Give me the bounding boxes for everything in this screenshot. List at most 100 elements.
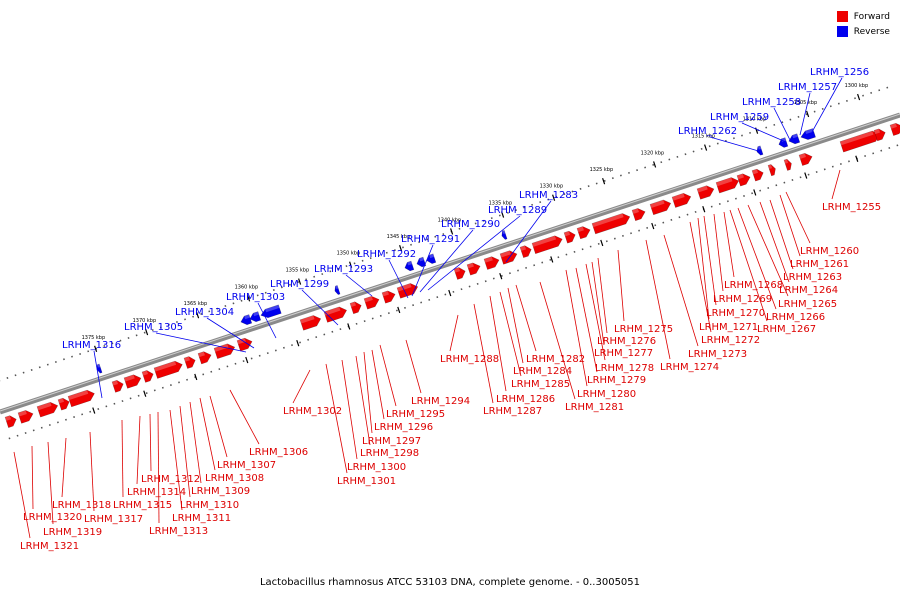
forward-gene-arrow <box>123 374 142 389</box>
reverse-gene-arrow <box>240 314 253 325</box>
tick-mark <box>448 289 452 297</box>
gene-label: LRHM_1316 <box>62 340 121 351</box>
gene-label: LRHM_1270 <box>706 308 765 319</box>
reverse-gene-arrow <box>249 311 262 322</box>
gene-label: LRHM_1268 <box>724 280 783 291</box>
legend-forward: Forward <box>836 9 890 24</box>
tick-label: 1375 kbp <box>82 335 106 341</box>
tick-label: 1320 kbp <box>641 150 665 156</box>
tick-label: 1330 kbp <box>540 184 564 190</box>
leader-line <box>597 257 608 334</box>
forward-gene-arrow <box>873 128 886 142</box>
leader-line <box>355 355 371 446</box>
gene-label: LRHM_1306 <box>249 447 308 458</box>
forward-gene-arrow <box>499 250 518 265</box>
tick-mark <box>857 93 861 101</box>
forward-gene-arrow <box>381 290 396 304</box>
leader-line <box>507 287 524 364</box>
forward-gene-arrow <box>715 177 740 194</box>
leader-line <box>799 92 811 136</box>
forward-gene-arrow <box>183 356 196 369</box>
gene-label: LRHM_1287 <box>483 406 542 417</box>
gene-label: LRHM_1266 <box>766 312 825 323</box>
forward-gene-arrow <box>671 193 692 208</box>
tick-mark <box>298 278 302 285</box>
leader-line <box>345 274 373 297</box>
forward-gene-arrow <box>783 158 792 171</box>
tick-mark <box>450 228 454 235</box>
gene-label: LRHM_1269 <box>713 294 772 305</box>
gene-label: LRHM_1256 <box>810 67 869 78</box>
tick-mark <box>145 328 149 336</box>
tick-mark <box>143 390 147 397</box>
tick-label: 1345 kbp <box>387 234 411 240</box>
forward-gene-arrow <box>141 370 154 383</box>
tick-label: 1370 kbp <box>133 318 157 324</box>
leader-line <box>427 215 521 291</box>
leader-line <box>325 363 348 474</box>
tick-mark <box>349 261 353 268</box>
gene-label: LRHM_1299 <box>270 279 329 290</box>
leader-line <box>136 415 141 485</box>
legend-reverse-label: Reverse <box>853 26 890 37</box>
gene-label: LRHM_1307 <box>217 460 276 471</box>
gene-label: LRHM_1320 <box>23 512 82 523</box>
forward-gene-arrow <box>396 283 419 299</box>
leader-line <box>206 317 255 349</box>
gene-label: LRHM_1259 <box>710 112 769 123</box>
gene-label: LRHM_1295 <box>386 409 445 420</box>
leader-line <box>499 291 522 377</box>
tick-label: 1325 kbp <box>590 167 614 173</box>
tick-mark <box>94 345 98 353</box>
forward-gene-arrow <box>483 256 500 270</box>
leader-line <box>831 169 841 200</box>
gene-label: LRHM_1267 <box>757 324 816 335</box>
leader-line <box>737 207 777 310</box>
leader-line <box>179 405 191 498</box>
gene-label: LRHM_1292 <box>357 249 416 260</box>
leader-line <box>703 215 717 306</box>
gene-label: LRHM_1258 <box>742 97 801 108</box>
tick-mark <box>499 273 503 280</box>
tick-label: 1350 kbp <box>337 251 361 257</box>
gene-label: LRHM_1275 <box>614 324 673 335</box>
forward-gene-arrow <box>767 164 776 177</box>
gene-label: LRHM_1311 <box>172 513 231 524</box>
gene-label: LRHM_1310 <box>180 500 239 511</box>
leader-line <box>379 344 397 407</box>
leader-line <box>301 289 339 326</box>
reverse-gene-arrow <box>260 304 282 319</box>
gene-label: LRHM_1290 <box>441 219 500 230</box>
tick-mark <box>296 340 300 347</box>
forward-gene-arrow <box>751 168 764 182</box>
tick-mark <box>602 178 606 185</box>
leader-line <box>747 204 789 297</box>
gene-label: LRHM_1281 <box>565 402 624 413</box>
tick-mark <box>501 211 505 218</box>
leader-line <box>411 244 434 297</box>
gene-label: LRHM_1289 <box>488 205 547 216</box>
leader-line <box>617 249 625 322</box>
leader-line <box>189 401 202 484</box>
tick-mark <box>196 312 200 319</box>
gene-label: LRHM_1273 <box>688 349 747 360</box>
leader-line <box>388 259 409 299</box>
leader-line <box>575 267 598 373</box>
tick-mark <box>806 110 810 118</box>
gene-label: LRHM_1284 <box>513 366 572 377</box>
leader-line <box>47 441 54 525</box>
gene-label: LRHM_1294 <box>411 396 470 407</box>
backbone <box>0 112 900 415</box>
tick-mark <box>653 161 657 168</box>
forward-gene-arrow <box>889 122 900 136</box>
leader-line <box>645 239 671 360</box>
leader-line <box>729 209 768 322</box>
legend-reverse: Reverse <box>836 24 890 39</box>
leader-line <box>157 411 160 524</box>
leader-line <box>811 77 843 133</box>
leader-line <box>13 451 31 539</box>
tick-mark <box>247 295 251 302</box>
forward-gene-arrow <box>649 199 672 216</box>
forward-gene-arrow <box>36 401 59 418</box>
leader-line <box>489 295 507 392</box>
